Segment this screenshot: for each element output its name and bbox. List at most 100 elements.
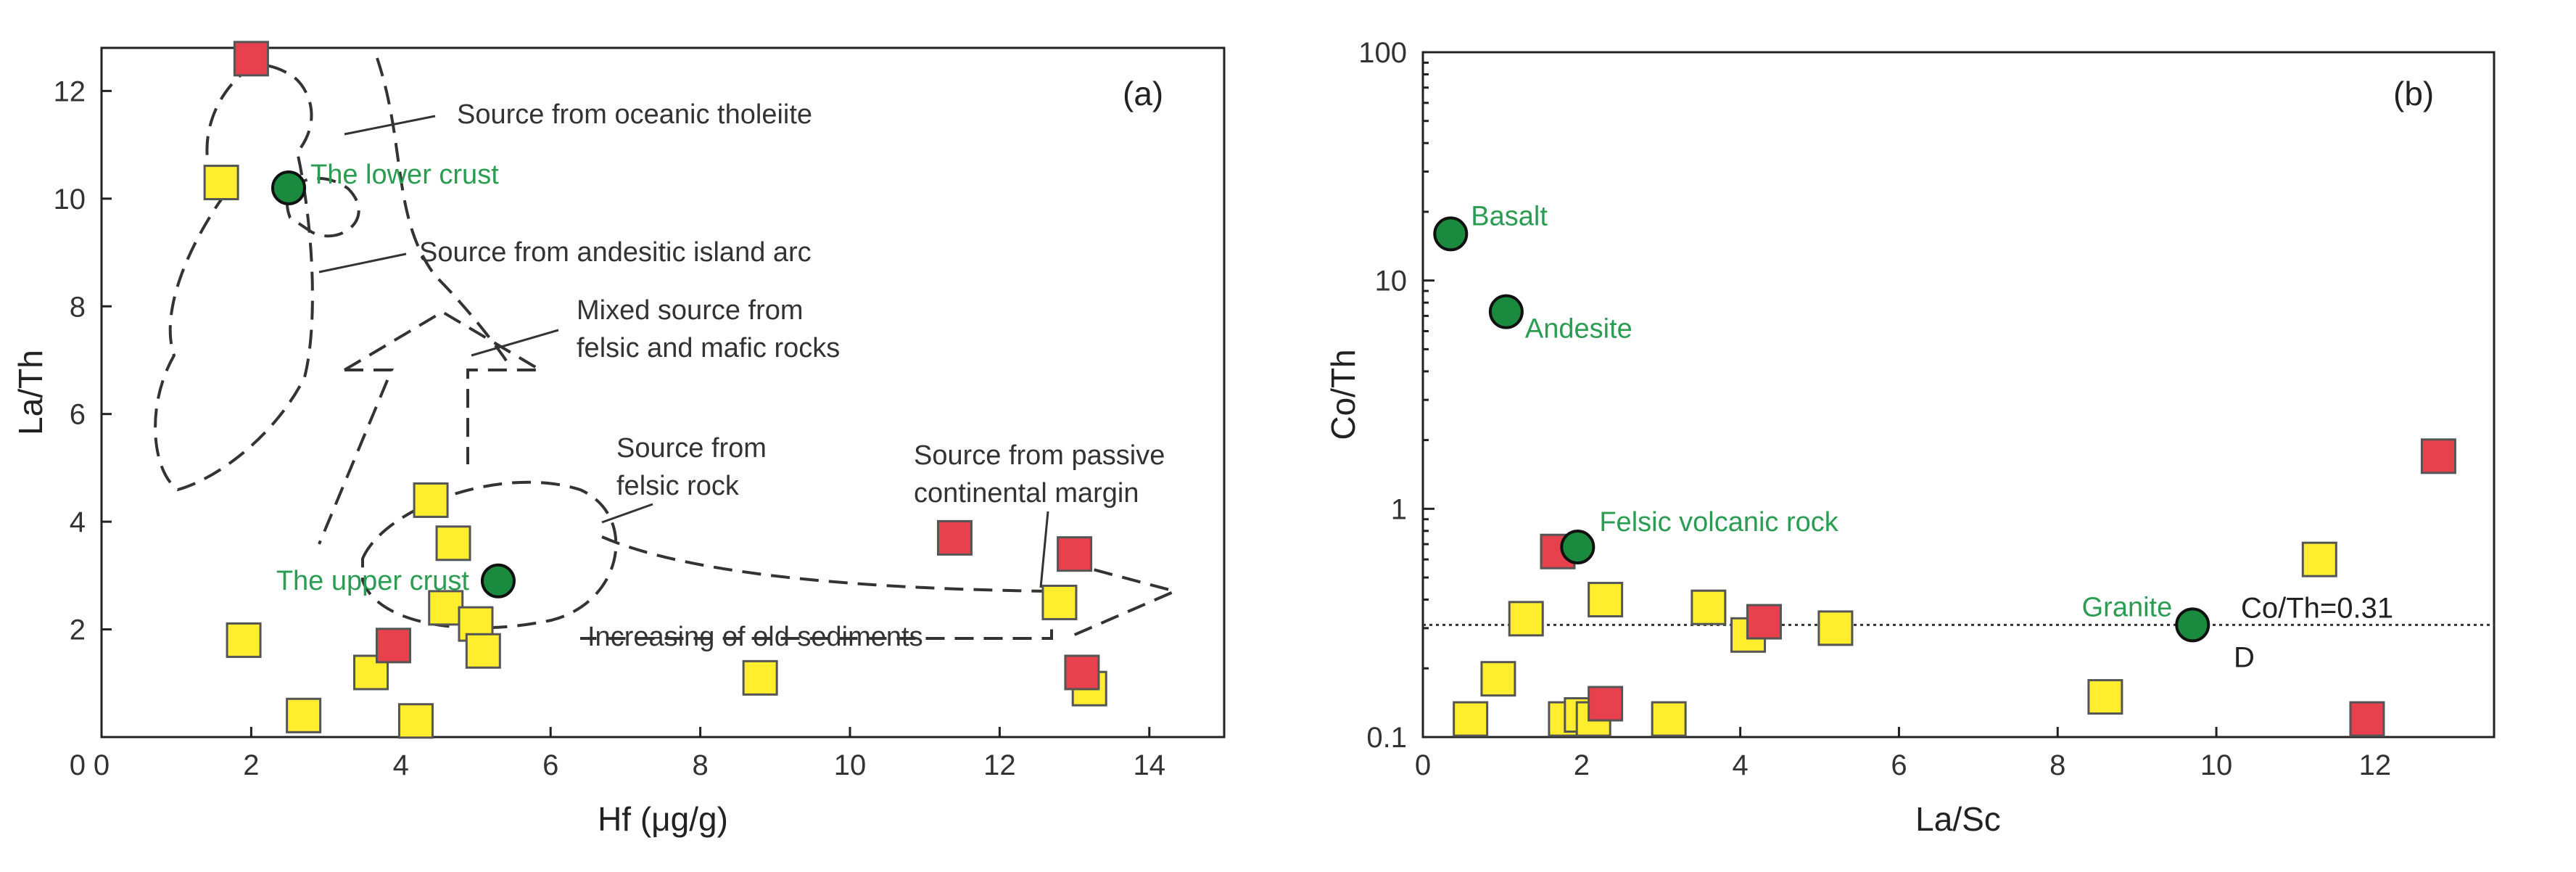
red-sample-point (375, 628, 411, 664)
oceanic-tholeiite-field (154, 63, 314, 492)
lower-crust-field (286, 176, 360, 238)
panel-a-ticks: 0 2 4 6 8 10 12 14 2 4 6 8 10 12 0 (54, 75, 1166, 781)
panel-b-x-tick-label: 12 (2359, 749, 2392, 781)
reference-point-label: Granite (2082, 592, 2173, 622)
panel-a-x-tick-label: 6 (542, 749, 558, 781)
annotation-mixed-source-line1: Mixed source from (577, 295, 804, 326)
leader-felsic (601, 503, 653, 524)
panel-a-x-tick-label: 0 (94, 749, 110, 781)
panel-a-x-tick-label: 12 (983, 749, 1016, 781)
yellow-sample-point (413, 482, 449, 518)
reference-point-label: The lower crust (310, 160, 499, 190)
yellow-sample-point (203, 165, 239, 201)
red-sample-point (1057, 536, 1093, 572)
panel-a-x-tick-label: 4 (393, 749, 409, 781)
annotation-andesitic-island-arc: Source from andesitic island arc (419, 237, 812, 268)
panel-b-y-tick-label: 100 (1358, 37, 1407, 69)
annotation-oceanic-tholeiite: Source from oceanic tholeiite (457, 99, 812, 130)
panel-b: 0 2 4 6 8 10 12 0.1 1 10 100 La/Sc Co/Th (b) Co/Th… (1324, 37, 2496, 838)
granite-d-label: D (2234, 641, 2255, 673)
yellow-sample-point (2301, 541, 2337, 577)
panel-b-y-tick-label: 0.1 (1366, 722, 1407, 754)
mixed-source-field (343, 310, 546, 464)
red-sample-point (1588, 686, 1624, 722)
yellow-sample-point (435, 525, 471, 562)
panel-a-x-tick-label: 2 (243, 749, 259, 781)
panel-a-x-axis-title: Hf (μg/g) (598, 800, 728, 838)
leader-mixed (471, 329, 559, 357)
panel-a-y-tick-label: 10 (54, 184, 86, 215)
increasing-arrow-head (1065, 561, 1180, 640)
panel-b-points (1453, 438, 2456, 737)
annotation-mixed-source-line2: felsic and mafic rocks (577, 333, 840, 363)
yellow-sample-point (226, 622, 262, 658)
reference-point-marker (2175, 607, 2210, 643)
panel-b-y-tick-label: 1 (1391, 493, 1407, 525)
panel-a-y-axis-title: La/Th (12, 350, 49, 435)
panel-b-x-axis-title: La/Sc (1915, 800, 2001, 838)
yellow-sample-point (1588, 582, 1624, 618)
panel-b-x-tick-label: 8 (2049, 749, 2065, 781)
panel-a-y-tick-label: 8 (70, 291, 86, 323)
panel-b-x-tick-label: 10 (2200, 749, 2233, 781)
panel-a-y-tick-label: 12 (54, 75, 86, 107)
panel-b-x-tick-label: 0 (1415, 749, 1431, 781)
panel-a-frame (100, 46, 1226, 739)
red-sample-point (936, 519, 973, 556)
yellow-sample-point (1453, 701, 1489, 737)
panel-b-x-tick-label: 4 (1733, 749, 1749, 781)
reference-line-label: Co/Th=0.31 (2241, 592, 2393, 624)
red-sample-point (1746, 604, 1782, 640)
yellow-sample-point (1651, 701, 1687, 737)
panel-a-y-tick-label: 4 (70, 506, 86, 538)
reference-point-marker (271, 170, 306, 205)
yellow-sample-point (1690, 589, 1727, 625)
panel-b-label: (b) (2393, 75, 2434, 112)
annotation-passive-margin-line2: continental margin (914, 478, 1139, 509)
yellow-sample-point (742, 659, 778, 696)
red-sample-point (2420, 438, 2456, 474)
panel-a-origin-label: 0 (70, 749, 86, 781)
annotation-old-sediments: Increasing of old sediments (587, 622, 923, 652)
yellow-sample-point (1480, 661, 1516, 697)
leader-andesitic (318, 252, 407, 273)
yellow-sample-point (286, 697, 322, 733)
yellow-sample-point (465, 633, 501, 669)
leader-oceanic (344, 115, 436, 136)
panel-a-annotations: Source from oceanic tholeiite Source fro… (419, 99, 1165, 652)
reference-point-label: Andesite (1525, 314, 1632, 345)
yellow-sample-point (1041, 584, 1078, 620)
reference-point-label: The upper crust (276, 566, 470, 596)
panel-a-x-tick-label: 8 (692, 749, 708, 781)
reference-point-label: Felsic volcanic rock (1599, 507, 1838, 538)
panel-a-x-tick-label: 10 (834, 749, 867, 781)
panel-a-y-tick-label: 2 (70, 614, 86, 646)
panel-b-frame (1421, 51, 2496, 739)
panel-a: 0 2 4 6 8 10 12 14 2 4 6 8 10 12 0 Hf (μg/g) La/Th (a)… (12, 41, 1226, 838)
panel-b-x-tick-label: 6 (1891, 749, 1907, 781)
reference-point-marker (480, 563, 516, 599)
reference-point-marker (1488, 294, 1524, 329)
passive-margin-field (580, 535, 1053, 640)
yellow-sample-point (1508, 601, 1544, 637)
panel-b-y-tick-label: 10 (1375, 266, 1408, 297)
panel-a-y-tick-label: 6 (70, 399, 86, 431)
panel-b-x-tick-label: 2 (1574, 749, 1590, 781)
yellow-sample-point (1817, 610, 1854, 646)
reference-point-label: Basalt (1471, 201, 1548, 231)
panel-b-reference-points: Basalt Andesite Felsic volcanic rock Granit… (1433, 201, 2210, 643)
panel-a-points (203, 41, 1107, 739)
reference-point-marker (1560, 530, 1595, 565)
yellow-sample-point (428, 590, 464, 626)
red-sample-point (1064, 654, 1100, 691)
leader-passive (1039, 511, 1049, 588)
panel-b-y-axis-title: Co/Th (1324, 349, 1362, 440)
mixed-source-field-left (318, 369, 394, 545)
annotation-felsic-rock-line2: felsic rock (616, 471, 740, 501)
panel-a-leader-lines (318, 115, 1049, 588)
panel-a-reference-points: The lower crust The upper crust (271, 160, 516, 599)
yellow-sample-point (2087, 679, 2123, 715)
yellow-sample-point (397, 703, 434, 739)
